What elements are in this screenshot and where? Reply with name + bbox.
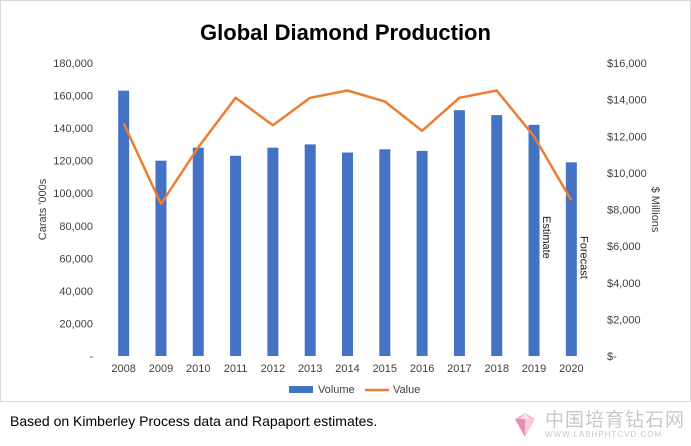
y2-tick-label: $12,000 [607,131,647,143]
x-tick-label: 2010 [186,363,210,375]
chart-title: Global Diamond Production [200,20,491,45]
y-tick-label: 140,000 [53,123,93,135]
y2-tick-label: $8,000 [607,205,641,217]
x-tick-label: 2018 [484,363,508,375]
x-tick-label: 2020 [559,363,583,375]
bar-volume [230,155,242,356]
bar-volume [304,144,316,356]
source-caption: Based on Kimberley Process data and Rapa… [10,413,378,429]
y-tick-label: - [89,351,93,363]
bar-volume [155,160,167,356]
x-tick-label: 2017 [447,363,471,375]
x-tick-label: 2012 [261,363,285,375]
bar-volume [528,124,540,356]
y-tick-label: 160,000 [53,91,93,103]
y-tick-label: 100,000 [53,188,93,200]
bar-volume [118,90,130,356]
bar-volume [565,162,577,356]
y2-tick-label: $16,000 [607,58,647,70]
x-tick-label: 2019 [522,363,546,375]
x-tick-label: 2009 [149,363,173,375]
watermark-text: 中国培育钻石网 [544,409,685,431]
legend-swatch-volume [289,386,313,393]
legend-label-volume: Volume [318,384,355,396]
y2-axis-label: $ Millions [649,187,661,233]
y-axis-label: Carats '000s [37,178,49,240]
bar-volume [379,149,391,356]
y-tick-label: 80,000 [59,221,93,233]
y2-tick-label: $6,000 [607,241,641,253]
bar-volume [342,152,353,356]
watermark: 中国培育钻石网 WWW.LABHPHTCVD.COM [511,410,685,440]
y2-tick-label: $10,000 [607,168,647,180]
x-tick-label: 2016 [410,363,434,375]
x-tick-label: 2008 [111,363,135,375]
annotation-forecast: Forecast [577,236,589,279]
bar-volume [416,150,428,356]
x-tick-label: 2015 [373,363,397,375]
y2-tick-label: $- [607,351,617,363]
y-tick-label: 20,000 [59,318,93,330]
y2-tick-label: $2,000 [607,314,641,326]
bar-volume [192,147,204,356]
bar-volume [453,110,465,356]
watermark-url: WWW.LABHPHTCVD.COM [544,430,663,439]
x-tick-label: 2013 [298,363,322,375]
x-tick-label: 2014 [335,363,359,375]
bar-volume [491,115,503,356]
y2-tick-label: $14,000 [607,95,647,107]
y2-tick-label: $4,000 [607,278,641,290]
y-tick-label: 40,000 [59,286,93,298]
y-tick-label: 60,000 [59,253,93,265]
y-tick-label: 120,000 [53,156,93,168]
annotation-estimate: Estimate [540,216,552,259]
diamond-logo-icon [514,413,535,437]
bar-volume [267,147,279,356]
legend-label-value: Value [393,384,420,396]
y-tick-label: 180,000 [53,58,93,70]
x-tick-label: 2011 [224,363,248,375]
